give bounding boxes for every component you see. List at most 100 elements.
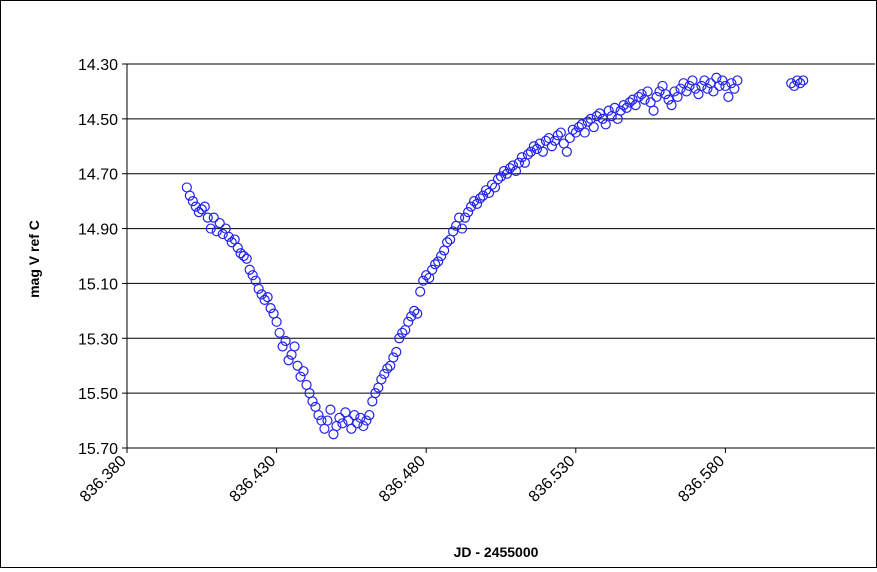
data-point <box>795 78 806 89</box>
y-tick-label-3: 14.90 <box>78 222 118 239</box>
data-point <box>376 374 387 385</box>
data-point <box>498 165 510 177</box>
data-point <box>591 111 602 122</box>
data-point <box>259 294 270 305</box>
data-point <box>555 127 566 138</box>
data-point <box>573 121 584 133</box>
data-point <box>579 127 590 138</box>
data-point <box>409 305 420 316</box>
y-axis-title: mag V ref C <box>26 220 42 298</box>
data-point <box>609 102 620 113</box>
data-point <box>202 212 213 223</box>
data-point <box>516 152 528 163</box>
data-point <box>726 78 737 89</box>
data-point <box>415 286 426 297</box>
data-point <box>442 237 453 248</box>
data-point <box>379 368 390 380</box>
data-point <box>394 333 405 344</box>
data-point <box>406 311 417 322</box>
data-point <box>633 91 644 103</box>
data-point <box>597 113 608 124</box>
data-point <box>187 196 198 207</box>
data-point <box>624 97 635 108</box>
data-point <box>388 352 399 363</box>
data-point <box>283 355 294 366</box>
y-tick-label-6: 15.50 <box>78 386 118 403</box>
data-point <box>289 341 300 352</box>
data-point <box>322 415 333 426</box>
data-point <box>684 80 695 92</box>
data-point <box>214 217 225 229</box>
data-point <box>675 83 686 94</box>
data-point <box>504 163 516 174</box>
data-point <box>582 116 593 127</box>
data-point <box>307 396 318 407</box>
data-point <box>412 308 423 319</box>
x-tick-label-3: 836.530 <box>526 453 579 506</box>
data-point <box>681 86 692 97</box>
x-axis-tick-labels: 836.380 836.430 836.480 836.530 836.580 <box>77 453 728 506</box>
data-point <box>471 198 483 209</box>
data-point <box>223 231 234 242</box>
data-point <box>546 141 557 152</box>
data-point <box>241 253 252 264</box>
data-point <box>525 146 537 157</box>
data-point <box>382 363 393 374</box>
data-point <box>513 157 525 168</box>
data-point <box>792 75 803 86</box>
data-point <box>226 237 237 248</box>
data-point <box>549 135 560 146</box>
data-point <box>403 316 414 327</box>
data-point <box>618 100 629 111</box>
data-point <box>522 149 534 160</box>
data-point <box>789 80 800 92</box>
data-point <box>480 185 492 196</box>
data-point <box>468 196 480 207</box>
data-point <box>433 256 444 267</box>
y-tick-label-7: 15.70 <box>78 441 118 458</box>
data-point <box>265 303 276 314</box>
data-point <box>459 212 471 223</box>
data-point <box>346 423 357 434</box>
data-point <box>537 146 548 157</box>
data-point <box>454 212 465 223</box>
data-point <box>495 171 507 182</box>
x-tick-label-2: 836.480 <box>376 453 429 506</box>
data-point <box>651 91 662 103</box>
data-point <box>642 86 653 97</box>
x-tick-label-1: 836.430 <box>227 453 280 506</box>
data-point <box>358 420 369 432</box>
data-point <box>352 418 363 429</box>
data-point <box>271 316 282 327</box>
x-tick-label-4: 836.580 <box>675 453 728 506</box>
data-point <box>690 83 701 94</box>
data-point <box>391 346 402 358</box>
data-point <box>654 86 665 97</box>
data-point <box>594 108 605 119</box>
data-point <box>465 201 477 212</box>
data-point <box>696 80 707 92</box>
data-point <box>636 89 647 100</box>
data-point <box>621 102 632 113</box>
data-point <box>193 207 204 218</box>
data-point <box>663 94 674 105</box>
data-point <box>723 91 734 103</box>
data-point <box>196 204 207 215</box>
data-point <box>720 80 731 92</box>
data-point <box>253 283 264 295</box>
axes <box>122 63 875 453</box>
data-point <box>370 388 381 399</box>
data-point <box>256 289 267 300</box>
data-point <box>262 292 273 303</box>
data-point <box>280 335 291 347</box>
data-point <box>337 418 348 429</box>
data-point <box>430 259 441 270</box>
data-point <box>660 89 671 100</box>
data-point <box>492 174 504 185</box>
data-point <box>247 270 258 281</box>
data-point <box>561 146 572 157</box>
data-point <box>477 190 489 201</box>
data-point <box>238 250 249 262</box>
data-point <box>531 143 543 155</box>
data-point <box>334 412 345 423</box>
